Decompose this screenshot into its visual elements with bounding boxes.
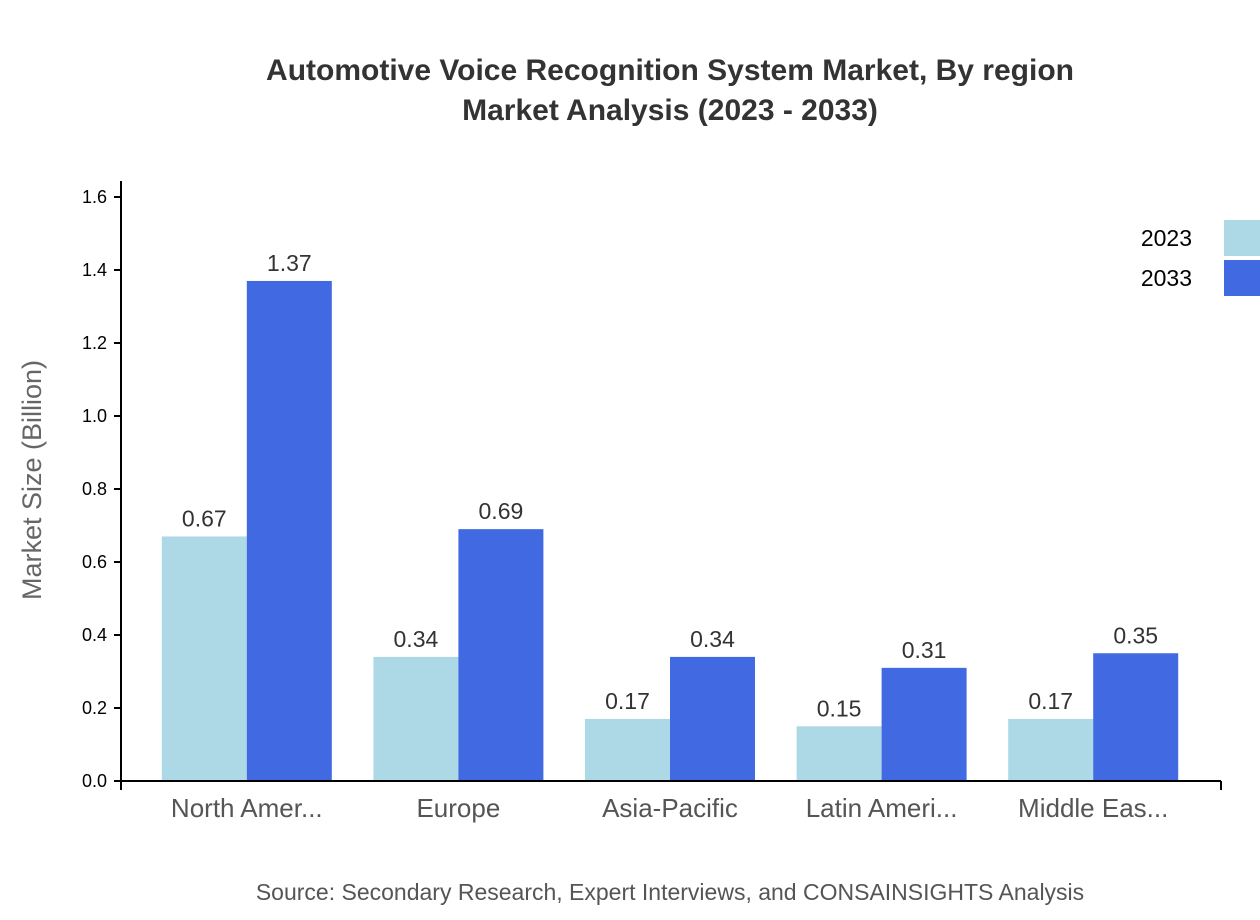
legend-swatch <box>1224 260 1260 296</box>
data-label: 0.17 <box>1028 688 1073 714</box>
data-label: 0.69 <box>479 498 524 524</box>
x-tick-label: Latin Ameri... <box>806 793 958 823</box>
y-tick-label: 0.6 <box>82 552 107 572</box>
bar-2023 <box>1008 718 1094 781</box>
x-tick-label: Middle Eas... <box>1018 793 1168 823</box>
bar-2023 <box>373 656 459 781</box>
bar-2033 <box>246 280 332 781</box>
y-tick-label: 1.4 <box>82 260 107 280</box>
data-label: 0.15 <box>817 695 862 721</box>
y-tick-label: 1.0 <box>82 406 107 426</box>
data-label: 0.35 <box>1113 622 1158 648</box>
y-tick-label: 0.8 <box>82 479 107 499</box>
chart-title: Automotive Voice Recognition System Mark… <box>266 54 1074 87</box>
data-label: 1.37 <box>267 250 312 276</box>
y-axis-label: Market Size (Billion) <box>17 360 47 600</box>
legend-swatch <box>1224 220 1260 256</box>
source-note: Source: Secondary Research, Expert Inter… <box>256 879 1084 905</box>
bar-2033 <box>881 667 967 781</box>
bar-2033 <box>1093 653 1179 781</box>
y-tick-label: 1.6 <box>82 187 107 207</box>
bar-2033 <box>670 656 755 781</box>
bar-2023 <box>585 718 670 781</box>
y-tick-label: 0.2 <box>82 698 107 718</box>
x-tick-label: Europe <box>416 793 500 823</box>
chart-subtitle: Market Analysis (2023 - 2033) <box>462 94 878 127</box>
bar-2023 <box>161 536 247 781</box>
bar-2023 <box>796 726 882 781</box>
legend-label: 2033 <box>1141 265 1192 291</box>
x-tick-label: North Amer... <box>171 793 323 823</box>
data-label: 0.31 <box>902 637 947 663</box>
bar-2033 <box>458 529 544 781</box>
data-label: 0.34 <box>394 626 439 652</box>
y-tick-label: 0.0 <box>82 771 107 791</box>
data-label: 0.34 <box>690 626 735 652</box>
y-tick-label: 1.2 <box>82 333 107 353</box>
data-label: 0.67 <box>182 505 227 531</box>
x-tick-label: Asia-Pacific <box>602 793 738 823</box>
legend-label: 2023 <box>1141 225 1192 251</box>
y-tick-label: 0.4 <box>82 625 107 645</box>
data-label: 0.17 <box>605 688 650 714</box>
